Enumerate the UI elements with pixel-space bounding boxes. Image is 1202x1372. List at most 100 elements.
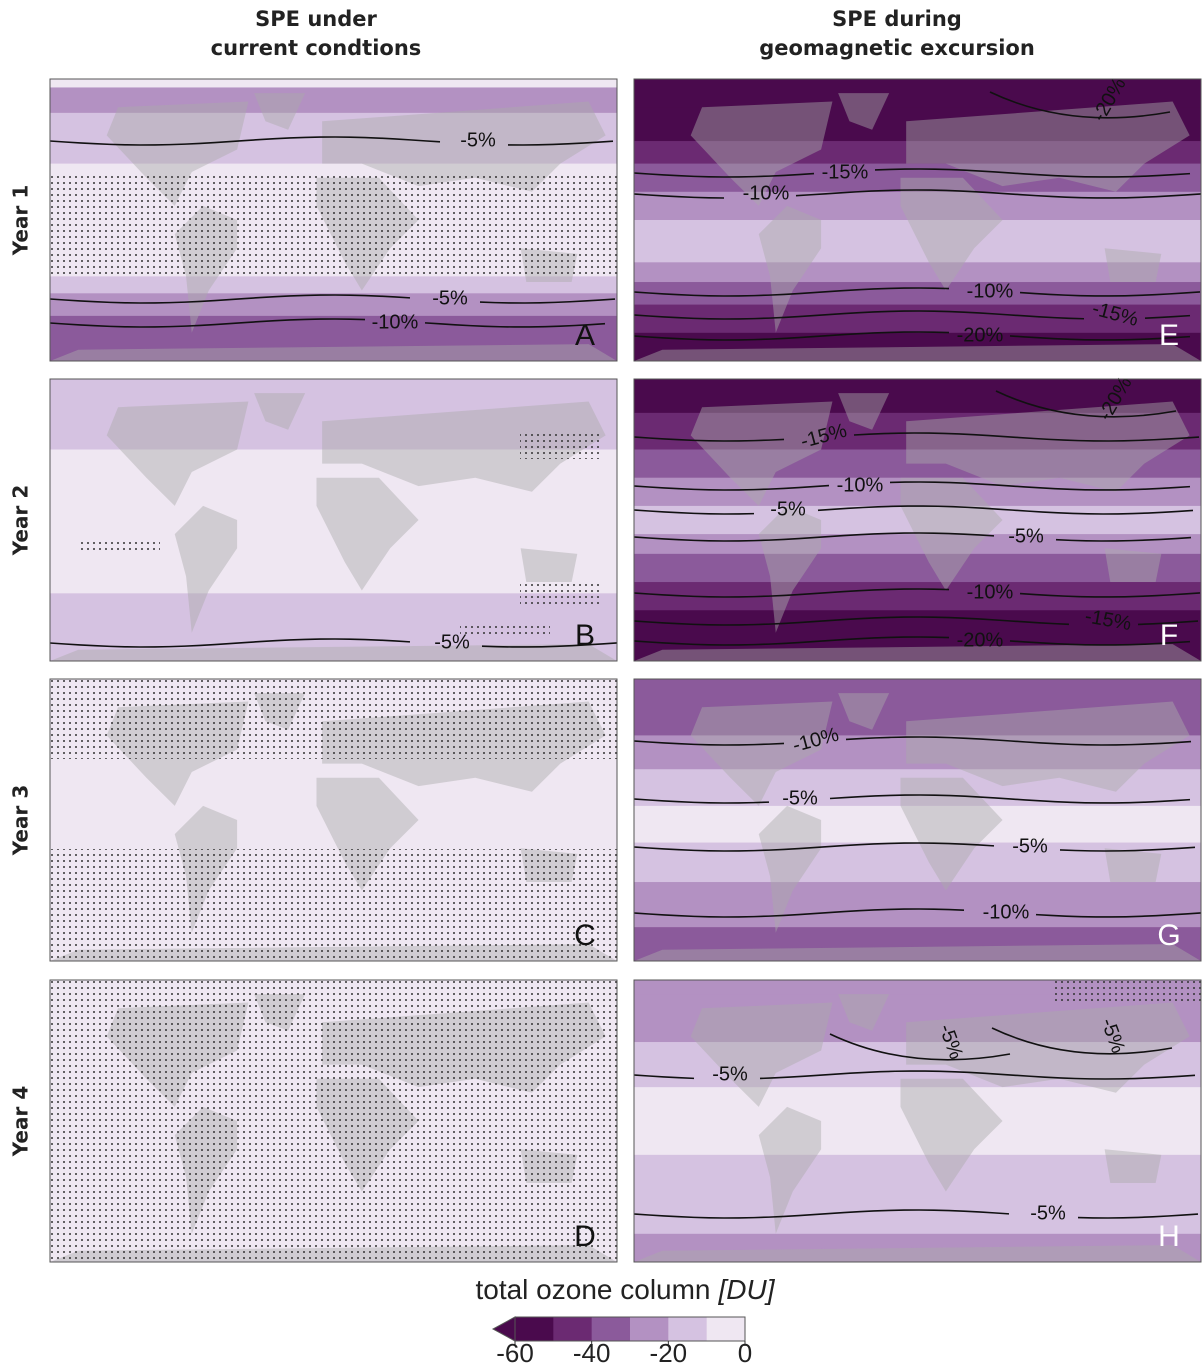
- contour-label: -10%: [967, 581, 1014, 603]
- panel-letter: E: [1159, 319, 1179, 352]
- contour-line: [633, 532, 1192, 542]
- contour-label: -5%: [770, 498, 806, 520]
- panel-letter: G: [1157, 919, 1180, 952]
- colorbar-tick-label: -20: [650, 1338, 688, 1367]
- panel-letter: D: [574, 1220, 596, 1253]
- continent: [690, 701, 833, 806]
- contour-line: [991, 1027, 1173, 1055]
- colorbar-bin: [706, 1317, 746, 1341]
- contour-line: [633, 168, 1191, 178]
- ozone-band: [634, 141, 1201, 165]
- continent: [758, 805, 822, 933]
- map-panel: -20%-15%-10%-5%-5%-10%-15%-20% F: [633, 373, 1202, 662]
- contour-line: [633, 310, 1191, 320]
- contour-line: [633, 736, 1192, 746]
- continent: [634, 344, 1201, 361]
- ozone-band: [50, 87, 617, 114]
- continent: [758, 1106, 822, 1234]
- row-label: Year 3: [9, 785, 33, 856]
- significance-stipple: [1054, 980, 1201, 1005]
- continent: [520, 548, 578, 583]
- continent: [634, 644, 1201, 661]
- continent: [106, 101, 249, 206]
- ozone-band: [634, 927, 1201, 962]
- colorbar-bin: [630, 1317, 669, 1341]
- ozone-band: [634, 610, 1201, 662]
- map-panel: C: [49, 678, 618, 962]
- ozone-band: [50, 315, 617, 339]
- continent: [254, 93, 306, 130]
- ozone-band: [634, 1154, 1201, 1192]
- contour-line: [829, 1033, 1011, 1061]
- panel-letter: A: [575, 319, 595, 352]
- panel-frame: [49, 678, 618, 962]
- colorbar-bin: [668, 1317, 708, 1341]
- contour-line: [49, 318, 606, 328]
- ozone-band: [634, 191, 1201, 221]
- continent: [690, 1002, 833, 1107]
- column-header: SPE under: [255, 7, 377, 31]
- continent: [174, 505, 238, 633]
- contour-label: -15%: [822, 161, 869, 183]
- map-panel: -20%-15%-10%-10%-15%-20% E: [633, 74, 1202, 362]
- panel-letter: C: [574, 919, 596, 952]
- significance-stipple: [520, 434, 600, 459]
- continent: [690, 401, 833, 506]
- panel-letter: B: [575, 619, 595, 652]
- continent: [634, 944, 1201, 961]
- contour-label: -5%: [460, 129, 496, 151]
- colorbar-unit: [DU]: [718, 1274, 776, 1305]
- column-header: current condtions: [211, 36, 422, 60]
- ozone-band: [634, 220, 1201, 263]
- panel-frame: [633, 979, 1202, 1263]
- contour-label: -5%: [1008, 525, 1044, 547]
- contour-line: [989, 91, 1171, 119]
- continent: [900, 177, 1003, 291]
- continent: [1104, 1149, 1162, 1184]
- colorbar-bin: [515, 1317, 554, 1341]
- colorbar-frame: [514, 1316, 746, 1342]
- ozone-band: [634, 1087, 1201, 1156]
- colorbar-label: total ozone column: [475, 1274, 710, 1305]
- row-label: Year 1: [9, 185, 33, 256]
- panel-frame: [49, 78, 618, 362]
- column-header: SPE during: [832, 7, 962, 31]
- colorbar-tick-label: -40: [573, 1338, 611, 1367]
- map-panel: -5% B: [49, 378, 618, 662]
- continent: [906, 101, 1190, 192]
- panel-frame: [49, 378, 618, 662]
- contour-line: [633, 588, 1201, 598]
- ozone-band: [634, 332, 1201, 362]
- ozone-band: [50, 112, 617, 165]
- colorbar-title: total ozone column [DU]: [475, 1274, 775, 1305]
- ozone-band: [634, 679, 1201, 736]
- significance-stipple: [520, 584, 600, 604]
- continent: [1104, 548, 1162, 583]
- contour-label: -10%: [983, 901, 1030, 923]
- ozone-band: [50, 276, 617, 294]
- contour-line: [633, 481, 1191, 491]
- contour-line: [633, 842, 1196, 852]
- ozone-band: [634, 805, 1201, 844]
- continent: [1104, 848, 1162, 883]
- ozone-band: [50, 338, 617, 362]
- continent: [906, 401, 1190, 492]
- continent: [634, 1245, 1201, 1262]
- contour-line: [633, 1070, 1196, 1080]
- row-label: Year 4: [9, 1086, 33, 1157]
- ozone-band: [634, 735, 1201, 770]
- contour-label: -5%: [434, 631, 470, 653]
- contour-label: -10%: [837, 474, 884, 496]
- panel-letter: H: [1158, 1220, 1180, 1253]
- contour-label: -5%: [1012, 835, 1048, 857]
- continent: [316, 777, 419, 891]
- continent: [316, 477, 419, 591]
- contour-label: -5%: [1030, 1202, 1066, 1224]
- ozone-band: [634, 449, 1201, 479]
- ozone-band: [634, 769, 1201, 807]
- panel-frame: [633, 678, 1202, 962]
- contour-label: -10%: [743, 182, 790, 204]
- continent: [690, 101, 833, 206]
- continent: [322, 401, 606, 492]
